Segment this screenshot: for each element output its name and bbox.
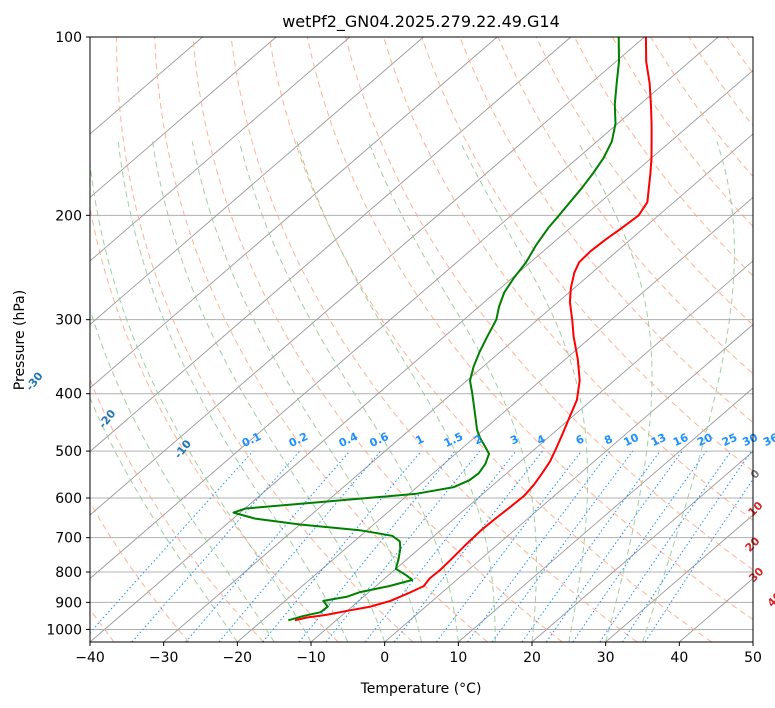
x-tick-label: −10 <box>296 650 326 666</box>
dry-adiabat-line <box>116 37 414 642</box>
dry-adiabat-line <box>90 205 339 642</box>
isotherm-line <box>90 37 498 389</box>
y-tick-label: 1000 <box>46 622 82 638</box>
y-tick-label: 100 <box>55 30 82 46</box>
x-tick-label: −30 <box>149 650 179 666</box>
dry-adiabat-line <box>459 37 753 424</box>
plot-frame <box>89 36 754 643</box>
y-tick-label: 600 <box>55 491 82 507</box>
moist-adiabat-line <box>577 141 653 642</box>
dry-adiabat-line <box>421 37 753 472</box>
dry-adiabat-line <box>383 37 753 521</box>
mixing-ratio-label: 25 <box>720 431 739 449</box>
mixing-ratio-label: 13 <box>649 431 668 449</box>
dewpoint-profile-line <box>232 37 620 622</box>
axes: −40 −30 −20 −10 0 10 20 30 40 50 100 200 300 400 500 60… <box>46 30 762 666</box>
y-axis-label: Pressure (hPa) <box>12 290 28 390</box>
dry-adiabat-line <box>90 378 264 642</box>
mixing-ratio-label: 16 <box>671 431 691 449</box>
mixing-ratio-line <box>90 450 254 634</box>
x-tick-label: 10 <box>449 650 467 666</box>
isotherm-line <box>237 196 753 642</box>
mixing-ratio-line <box>521 450 661 642</box>
mixing-ratio-line <box>325 450 481 642</box>
moist-adiabat-line <box>117 141 349 642</box>
isotherm-line <box>90 37 277 199</box>
dry-adiabat-line <box>90 501 190 642</box>
isotherm-line <box>90 37 719 580</box>
x-tick-label: 20 <box>523 650 541 666</box>
mixing-ratio-label: 30 <box>740 431 760 449</box>
mixing-ratio-label: 36 <box>761 431 775 449</box>
y-tick-label: 500 <box>55 444 82 460</box>
x-tick-label: 0 <box>380 650 389 666</box>
isotherm-line <box>458 387 753 642</box>
x-tick-label: 50 <box>744 650 762 666</box>
moist-adiabat-line <box>459 141 589 642</box>
x-tick-label: 40 <box>670 650 688 666</box>
mixing-ratio-label: 20 <box>695 431 715 449</box>
y-tick-label: 900 <box>55 595 82 611</box>
chart-title: wetPf2_GN04.2025.279.22.49.G14 <box>282 12 560 32</box>
moist-adiabat-line <box>367 141 537 642</box>
mixing-ratio-line <box>131 450 301 642</box>
moist-adiabat-line <box>642 141 735 642</box>
isotherm-line <box>90 37 572 453</box>
mixing-ratio-line <box>467 450 611 642</box>
y-tick-label: 700 <box>55 531 82 547</box>
y-tick-label: 400 <box>55 387 82 403</box>
moist-adiabat-line <box>90 396 238 642</box>
mixing-ratio-label: 10 <box>622 431 642 449</box>
x-tick-label: 30 <box>597 650 615 666</box>
moist-adiabat-label: 40 <box>765 589 775 609</box>
mixing-ratio-line <box>262 450 422 642</box>
moist-adiabat-line <box>90 307 275 642</box>
dry-adiabat-line <box>306 37 753 621</box>
mixing-ratio-line <box>621 450 753 642</box>
y-tick-label: 800 <box>55 565 82 581</box>
isotherm-line <box>90 37 424 326</box>
mixing-ratio-line <box>491 450 634 642</box>
isotherm-line <box>384 323 753 642</box>
dry-adiabat-line <box>154 37 488 642</box>
mixing-ratio-line <box>644 478 753 642</box>
dry-adiabat-line <box>535 37 753 326</box>
mixing-ratio-line <box>572 450 707 642</box>
dry-adiabat-line <box>497 37 753 375</box>
mixing-ratio-line <box>298 450 456 642</box>
isotherm-line <box>90 37 351 262</box>
sounding-profiles <box>232 37 653 622</box>
dry-adiabat-line <box>230 37 638 642</box>
mixing-ratio-line <box>545 450 683 642</box>
moist-adiabat-line <box>90 159 312 642</box>
moist-adiabat-line <box>191 141 422 642</box>
x-axis-label: Temperature (°C) <box>360 681 482 697</box>
mixing-ratio-line <box>218 450 381 642</box>
x-tick-label: −40 <box>75 650 105 666</box>
background-lines <box>90 37 753 642</box>
mixing-ratio-line <box>599 450 732 642</box>
moist-adiabat-line <box>238 141 459 642</box>
isotherm-line <box>605 514 753 642</box>
y-tick-label: 300 <box>55 313 82 329</box>
mixing-ratio-line <box>435 450 582 642</box>
dry-adiabat-line <box>345 37 753 571</box>
temperature-profile-line <box>294 37 653 622</box>
x-tick-label: −20 <box>223 650 253 666</box>
dry-adiabat-line <box>268 37 712 642</box>
isotherm-line <box>163 133 753 642</box>
y-tick-label: 200 <box>55 208 82 224</box>
isotherm-line <box>531 450 753 642</box>
isotherm-line <box>90 37 645 516</box>
